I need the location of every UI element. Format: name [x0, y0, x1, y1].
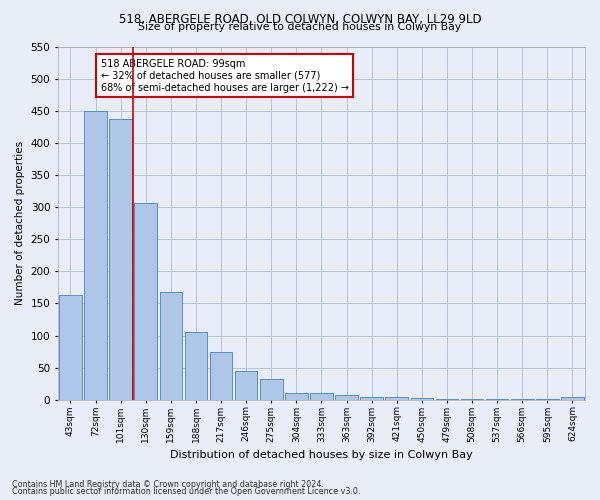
Bar — [185, 332, 207, 400]
Bar — [59, 295, 82, 400]
Bar — [436, 399, 458, 400]
Bar — [160, 292, 182, 400]
Text: 518, ABERGELE ROAD, OLD COLWYN, COLWYN BAY, LL29 9LD: 518, ABERGELE ROAD, OLD COLWYN, COLWYN B… — [119, 12, 481, 26]
Bar — [385, 397, 408, 400]
Bar — [361, 396, 383, 400]
Bar — [84, 110, 107, 400]
Bar — [285, 394, 308, 400]
Bar — [486, 399, 508, 400]
Text: Size of property relative to detached houses in Colwyn Bay: Size of property relative to detached ho… — [139, 22, 461, 32]
Bar — [410, 398, 433, 400]
Bar — [310, 394, 333, 400]
Bar — [561, 396, 584, 400]
Bar — [235, 372, 257, 400]
X-axis label: Distribution of detached houses by size in Colwyn Bay: Distribution of detached houses by size … — [170, 450, 473, 460]
Bar — [210, 352, 232, 400]
Text: 518 ABERGELE ROAD: 99sqm
← 32% of detached houses are smaller (577)
68% of semi-: 518 ABERGELE ROAD: 99sqm ← 32% of detach… — [101, 60, 349, 92]
Text: Contains HM Land Registry data © Crown copyright and database right 2024.: Contains HM Land Registry data © Crown c… — [12, 480, 324, 489]
Y-axis label: Number of detached properties: Number of detached properties — [15, 141, 25, 305]
Bar — [260, 379, 283, 400]
Bar — [335, 394, 358, 400]
Bar — [461, 399, 484, 400]
Bar — [511, 399, 533, 400]
Bar — [109, 119, 132, 400]
Bar — [536, 399, 559, 400]
Bar — [134, 202, 157, 400]
Text: Contains public sector information licensed under the Open Government Licence v3: Contains public sector information licen… — [12, 487, 361, 496]
